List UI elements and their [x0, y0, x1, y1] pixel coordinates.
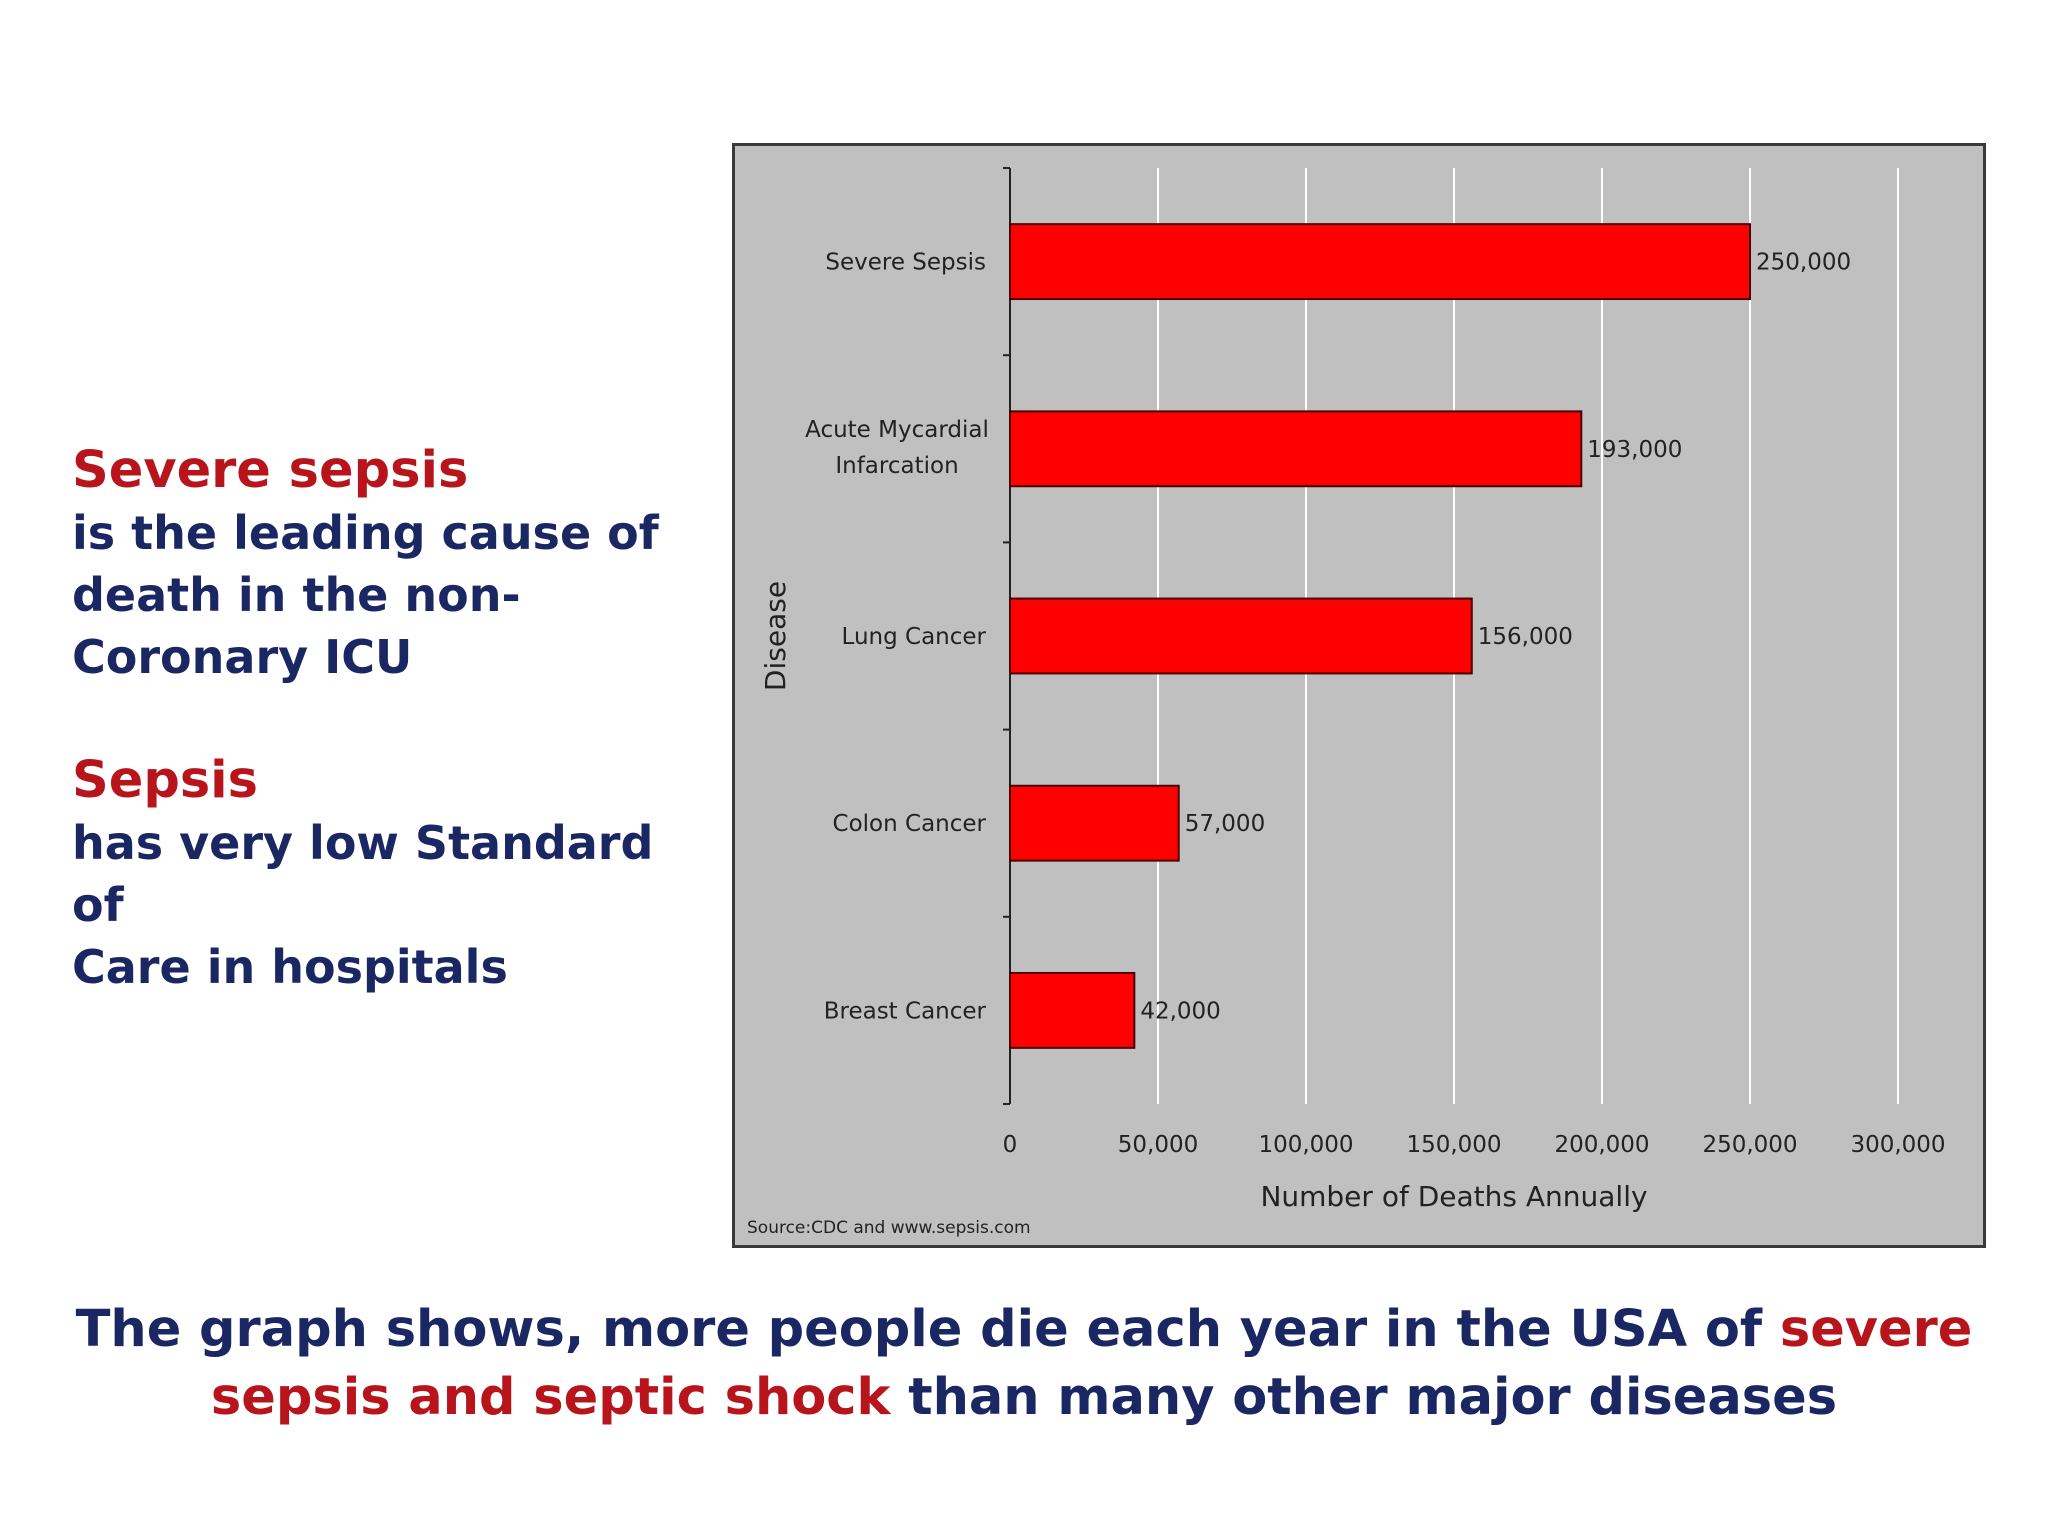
bar-1	[1009, 410, 1583, 488]
highlight-severe-sepsis: Severe sepsis	[72, 441, 469, 500]
x-tick-label-1: 50,000	[1118, 1132, 1198, 1158]
statement-line-1: is the leading cause of	[72, 506, 659, 560]
value-label-0: 250,000	[1756, 250, 1851, 276]
category-label-3: Colon Cancer	[833, 811, 987, 837]
category-label-2: Lung Cancer	[842, 624, 987, 650]
caption-part-2: than many other major diseases	[890, 1368, 1838, 1427]
x-axis-title: Number of Deaths Annually	[1260, 1180, 1647, 1213]
chart-frame: Severe Sepsis 250,000 Acute Mycardial Infar…	[732, 143, 1986, 1248]
category-label-0: Severe Sepsis	[825, 250, 986, 276]
caption-part-1: The graph shows, more people die each ye…	[75, 1300, 1780, 1359]
x-tick-label-5: 250,000	[1702, 1132, 1797, 1158]
x-tick-label-6: 300,000	[1850, 1132, 1945, 1158]
caption-highlight: severe sepsis and septic shock	[210, 1300, 1973, 1427]
value-label-3: 57,000	[1185, 811, 1265, 837]
caption: The graph shows, more people die each ye…	[40, 1296, 2008, 1432]
value-label-2: 156,000	[1478, 624, 1573, 650]
x-tick-label-3: 150,000	[1406, 1132, 1501, 1158]
bar-2	[1009, 597, 1473, 675]
source-note: Source:CDC and www.sepsis.com	[747, 1218, 1031, 1238]
bar-4	[1009, 971, 1136, 1049]
statement-line-5: Care in hospitals	[72, 940, 508, 994]
highlight-sepsis: Sepsis	[72, 751, 259, 810]
y-axis-title: Disease	[759, 581, 792, 691]
value-label-4: 42,000	[1140, 998, 1220, 1024]
value-label-1: 193,000	[1587, 437, 1682, 463]
bar-0	[1009, 223, 1751, 301]
statement-line-3: Coronary ICU	[72, 630, 413, 684]
category-label-4: Breast Cancer	[824, 998, 987, 1024]
bar-3	[1009, 784, 1180, 862]
category-label-1: Acute Mycardial Infarcation	[805, 417, 989, 479]
x-tick-label-4: 200,000	[1554, 1132, 1649, 1158]
left-text-panel: Severe sepsis is the leading cause of de…	[72, 440, 712, 998]
x-tick-label-2: 100,000	[1258, 1132, 1353, 1158]
statement-line-4: has very low Standard of	[72, 816, 654, 932]
bar-chart: Severe Sepsis 250,000 Acute Mycardial Infar…	[747, 167, 1946, 1238]
x-tick-label-0: 0	[1003, 1132, 1018, 1158]
statement-line-2: death in the non-	[72, 568, 521, 622]
